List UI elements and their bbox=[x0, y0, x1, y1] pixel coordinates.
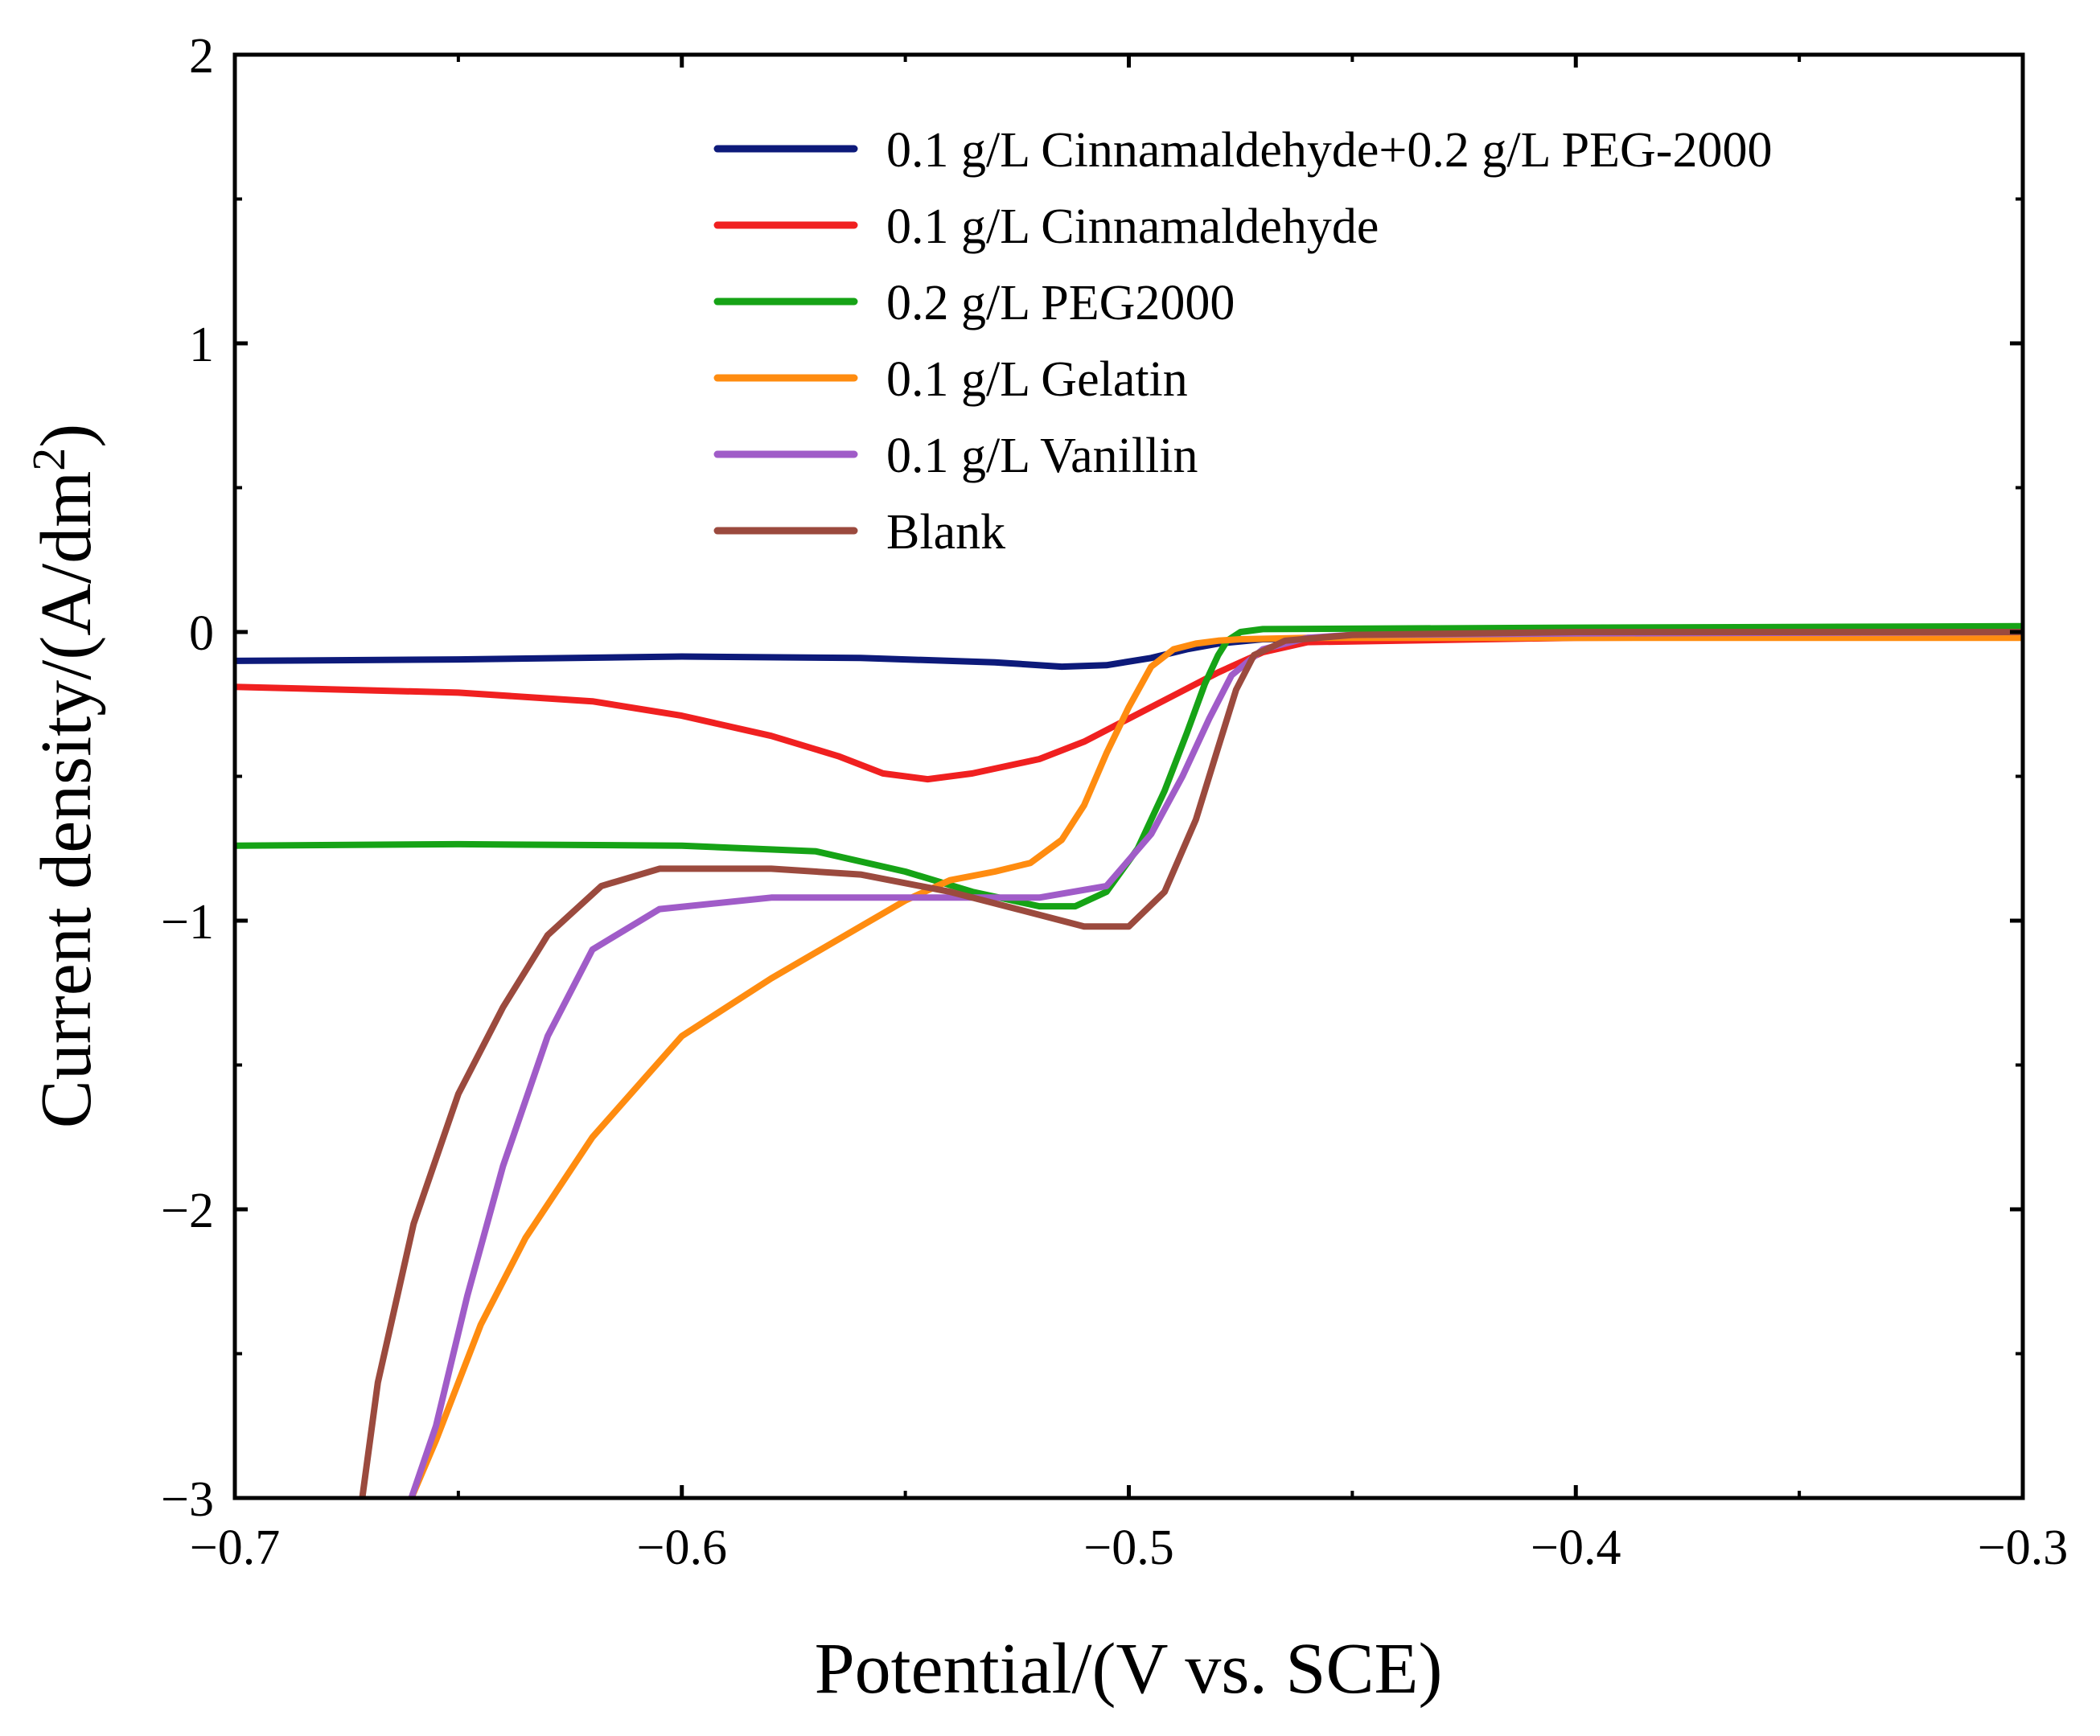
legend-label-1: 0.1 g/L Cinnamaldehyde+0.2 g/L PEG-2000 bbox=[886, 123, 1772, 178]
legend-label-3: 0.2 g/L PEG2000 bbox=[886, 276, 1235, 330]
series-layer bbox=[235, 622, 2023, 1498]
y-axis-title-main: Current density/(A/dm bbox=[27, 471, 106, 1128]
y-tick-label: −1 bbox=[161, 895, 214, 950]
x-tick-label: −0.5 bbox=[1083, 1521, 1173, 1575]
legend-label-4: 0.1 g/L Gelatin bbox=[886, 352, 1188, 407]
x-tick-label: −0.4 bbox=[1531, 1521, 1621, 1575]
y-tick-label: 0 bbox=[189, 606, 214, 661]
y-axis-title-superscript: 2 bbox=[23, 448, 75, 471]
y-tick-label: 1 bbox=[189, 318, 214, 372]
x-tick-label: −0.7 bbox=[190, 1521, 280, 1575]
series-line-4 bbox=[408, 634, 2023, 1498]
x-axis-title: Potential/(V vs. SCE) bbox=[815, 1629, 1443, 1709]
y-tick-label: −2 bbox=[161, 1184, 214, 1238]
x-tick-label: −0.6 bbox=[637, 1521, 727, 1575]
series-line-6 bbox=[359, 629, 2023, 1498]
legend-label-5: 0.1 g/L Vanillin bbox=[886, 429, 1198, 483]
x-tick-label: −0.3 bbox=[1978, 1521, 2068, 1575]
ticks-layer: −0.7 −0.6 −0.5 −0.4 −0.3 −3 −2 −1 0 1 2 bbox=[161, 29, 2068, 1575]
y-axis-title-suffix: ) bbox=[27, 424, 106, 448]
legend-label-2: 0.1 g/L Cinnamaldehyde bbox=[886, 199, 1379, 254]
y-tick-label: 2 bbox=[189, 29, 214, 84]
legend: 0.1 g/L Cinnamaldehyde+0.2 g/L PEG-2000 0… bbox=[713, 123, 1772, 560]
y-axis-title: Current density/(A/dm2) bbox=[23, 424, 106, 1128]
legend-label-6: Blank bbox=[886, 505, 1005, 560]
y-tick-label: −3 bbox=[161, 1472, 214, 1527]
